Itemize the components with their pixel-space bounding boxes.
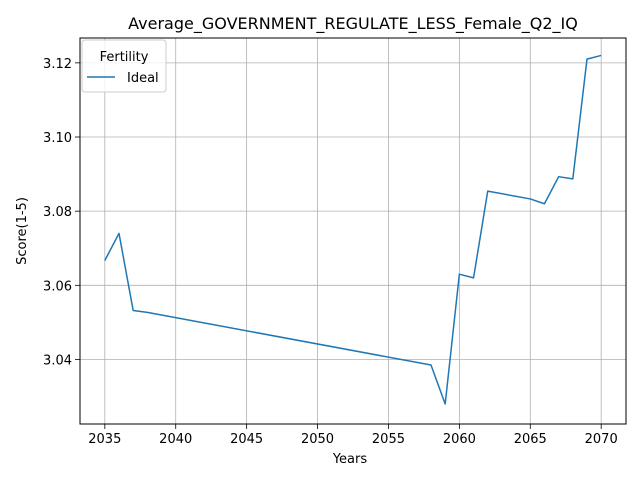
grid: [80, 38, 626, 424]
x-tick-label: 2060: [443, 432, 476, 447]
plot-frame: [79, 37, 627, 425]
x-tick-label: 2045: [230, 432, 263, 447]
legend-box: [81, 39, 167, 93]
x-axis-label: Years: [332, 452, 368, 467]
series-layer: [104, 54, 602, 405]
x-tick-label: 2050: [301, 432, 334, 447]
y-axis-ticks: 3.04 3.06 3.08 3.10 3.12: [43, 57, 80, 368]
y-tick-label: 3.12: [43, 57, 72, 72]
y-tick-label: 3.04: [43, 353, 72, 368]
legend: Fertility Ideal: [81, 39, 167, 93]
x-tick-label: 2065: [514, 432, 547, 447]
series-line-ideal: [104, 54, 602, 405]
y-tick-label: 3.06: [43, 279, 72, 294]
x-axis-ticks: 2035 2040 2045 2050 2055 2060 2065 2070: [88, 424, 618, 447]
x-tick-label: 2040: [159, 432, 192, 447]
y-axis-label: Score(1-5): [15, 197, 30, 265]
legend-title: Fertility: [100, 50, 149, 65]
x-tick-label: 2055: [372, 432, 405, 447]
x-tick-label: 2035: [88, 432, 121, 447]
y-tick-label: 3.10: [43, 131, 72, 146]
y-tick-label: 3.08: [43, 205, 72, 220]
legend-label-ideal: Ideal: [127, 71, 159, 86]
x-tick-label: 2070: [585, 432, 618, 447]
chart-title: Average_GOVERNMENT_REGULATE_LESS_Female_…: [128, 14, 578, 34]
